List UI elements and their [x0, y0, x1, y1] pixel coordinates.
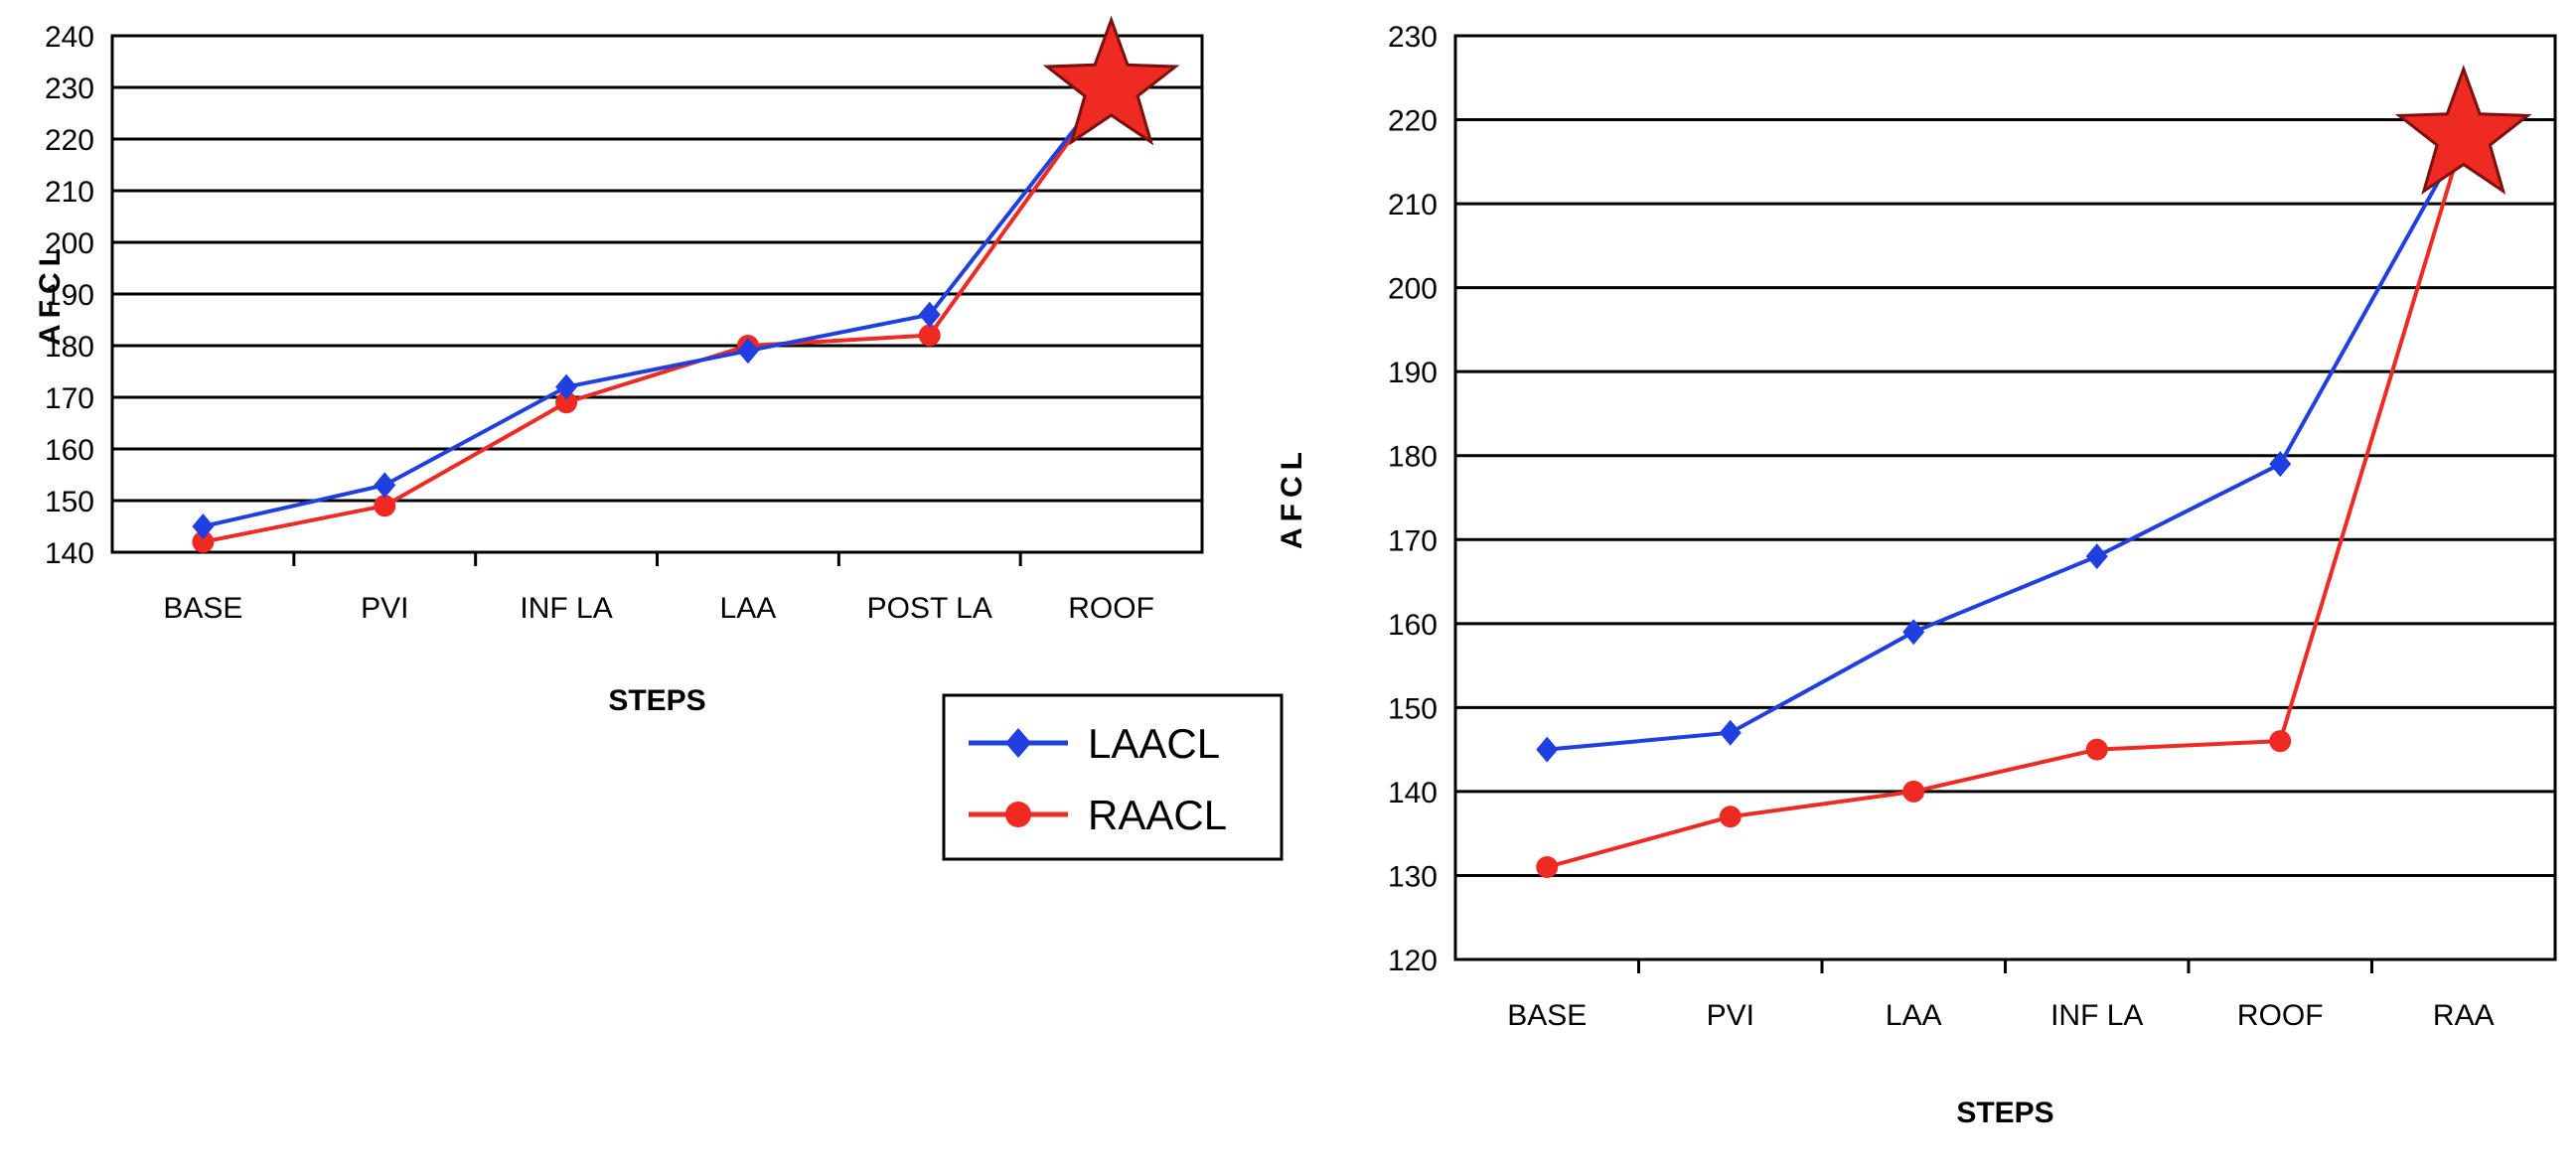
y-tick-label: 140	[1388, 777, 1438, 809]
y-tick-label: 130	[1388, 860, 1438, 893]
data-point-raacl	[555, 391, 578, 414]
y-axis-title: AFCL	[1276, 446, 1308, 549]
data-point-raacl	[2269, 730, 2292, 753]
y-tick-label: 150	[1388, 692, 1438, 725]
y-tick-label: 240	[45, 21, 94, 54]
data-point-laacl	[1902, 619, 1925, 646]
data-point-raacl	[1719, 806, 1742, 828]
y-tick-label: 220	[45, 124, 94, 157]
right-chart: 120 130 140 150 160 170 180 190 200 210 220 230 BASE…	[1276, 21, 2557, 1129]
y-axis-title: AFCL	[34, 242, 67, 346]
y-tick-label: 230	[45, 73, 94, 105]
y-tick-label: 160	[45, 434, 94, 467]
y-tick-label: 230	[1388, 21, 1438, 54]
y-tick-label: 180	[45, 331, 94, 364]
x-tick-label: BASE	[163, 592, 242, 625]
plot-frame	[1453, 34, 2557, 961]
y-tick-label: 190	[1388, 357, 1438, 389]
x-tick-label: ROOF	[2237, 999, 2324, 1032]
y-tick-label: 220	[1388, 105, 1438, 138]
y-tick-label: 140	[45, 537, 94, 570]
y-tick-label: 200	[45, 227, 94, 260]
data-point-laacl	[736, 338, 759, 365]
data-point-raacl	[1902, 780, 1925, 803]
y-tick-label: 160	[1388, 609, 1438, 642]
data-point-laacl	[1719, 719, 1742, 746]
x-tick-label: INF LA	[2050, 999, 2143, 1032]
y-tick-label: 120	[1388, 945, 1438, 977]
series-line-laacl	[1547, 135, 2466, 752]
x-tick-label: RAA	[2433, 999, 2495, 1032]
data-point-laacl	[1536, 736, 1559, 763]
data-point-raacl	[192, 530, 215, 553]
data-point-laacl	[374, 472, 396, 499]
x-tick-label: INF LA	[520, 592, 612, 625]
x-tick-label: POST LA	[867, 592, 992, 625]
data-point-laacl	[2085, 543, 2108, 570]
y-tick-label: 150	[45, 486, 94, 518]
data-point-raacl	[374, 495, 396, 517]
y-tick-label: 210	[1388, 189, 1438, 221]
x-tick-label: PVI	[361, 592, 408, 625]
data-point-raacl	[1536, 856, 1559, 878]
y-tick-label: 180	[1388, 441, 1438, 474]
x-tick-label: LAA	[720, 592, 777, 625]
star-icon	[2394, 65, 2532, 196]
data-point-laacl	[192, 514, 215, 539]
x-tick-label: PVI	[1707, 999, 1754, 1032]
legend-label: RAACL	[1088, 792, 1227, 838]
data-point-laacl	[918, 301, 941, 328]
y-tick-label: 170	[45, 382, 94, 415]
left-chart: 140 150 160 170 180 190 200 210 220 230 240 BASE PVI…	[34, 15, 1284, 861]
legend-marker	[1005, 728, 1031, 758]
legend-marker	[1005, 802, 1031, 827]
y-tick-label: 210	[45, 176, 94, 209]
legend-label: LAACL	[1088, 720, 1220, 767]
y-tick-label: 170	[1388, 524, 1438, 557]
series-line-raacl	[203, 80, 1114, 544]
x-tick-label: BASE	[1507, 999, 1587, 1032]
star-icon	[1042, 15, 1180, 146]
x-tick-label: ROOF	[1068, 592, 1154, 625]
y-tick-label: 190	[45, 279, 94, 312]
x-axis-title: STEPS	[1956, 1097, 2053, 1129]
y-tick-label: 200	[1388, 273, 1438, 306]
x-axis-title: STEPS	[608, 684, 705, 717]
data-point-laacl	[2269, 451, 2292, 478]
data-point-raacl	[2085, 738, 2108, 761]
series-line-raacl	[1546, 135, 2466, 869]
data-point-laacl	[555, 373, 578, 400]
data-point-raacl	[918, 324, 941, 347]
legend-box	[942, 693, 1284, 861]
x-tick-label: LAA	[1886, 999, 1942, 1032]
series-line-laacl	[202, 80, 1114, 528]
